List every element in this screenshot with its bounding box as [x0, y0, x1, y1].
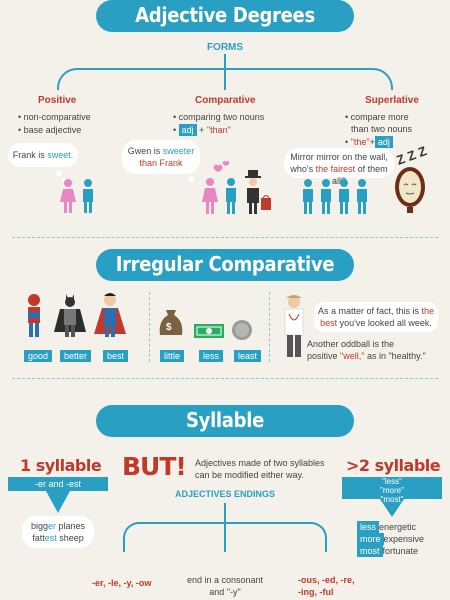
boy-figure-icon	[226, 178, 236, 214]
divider-2	[12, 378, 438, 379]
section-title-irregular-comparative: Irregular Comparative	[96, 249, 354, 281]
magic-mirror-icon	[395, 167, 425, 213]
endings-mid-drop	[224, 522, 226, 552]
label-less: less	[199, 350, 224, 362]
superlative-head: Superlative	[365, 95, 419, 106]
divider-1	[12, 237, 438, 238]
adjectives-endings-label: ADJECTIVES ENDINGS	[174, 489, 276, 499]
positive-item-2: • base adjective	[18, 125, 82, 135]
ending-3: -ous, -ed, -re, -ing, -ful	[298, 575, 355, 597]
superman-icon	[94, 293, 126, 337]
one-syllable-head: 1 syllable	[20, 456, 102, 475]
superlative-item-1: • compare more	[345, 112, 409, 122]
section-title-adjective-degrees: Adjective Degrees	[96, 0, 354, 32]
positive-bubble-tail	[56, 170, 62, 176]
money-icons	[159, 310, 252, 340]
more-syllable-arrow	[342, 477, 442, 517]
superlative-item-2: • "the"+ adj	[345, 136, 393, 148]
label-good: good	[24, 350, 53, 362]
girl-figure-icon	[202, 178, 218, 214]
money-bag-icon	[159, 310, 183, 335]
positive-head: Positive	[38, 95, 77, 106]
divider-v-1	[149, 292, 150, 362]
positive-item-1: • non-comparative	[18, 112, 91, 122]
endings-stem	[224, 503, 226, 523]
forms-stem	[224, 54, 226, 70]
superlative-figures	[303, 179, 367, 214]
positive-bubble-tail-2	[62, 178, 66, 182]
label-little: little	[160, 350, 185, 362]
but-text: BUT!	[122, 452, 187, 481]
hearts-icon	[213, 161, 230, 172]
forms-mid-drop	[224, 68, 226, 90]
coin-icon	[232, 320, 252, 340]
comparative-item-1: • comparing two nouns	[173, 112, 265, 122]
less-more-most: "less" "more" "most"	[380, 477, 404, 504]
label-best: best	[103, 350, 129, 362]
comparative-head: Comparative	[195, 95, 256, 106]
ending-2: end in a consonant and "-y"	[186, 575, 264, 597]
batman-icon	[54, 294, 86, 337]
but-explanation: Adjectives made of two syllables can be …	[195, 458, 325, 480]
label-better: better	[60, 350, 92, 362]
doctor-speech-bubble: As a matter of fact, this is the best yo…	[314, 302, 438, 332]
divider-v-2	[269, 292, 270, 362]
comparative-bubble: Gwen is sweeter than Frank	[122, 140, 200, 174]
positive-bubble: Frank is sweet.	[8, 143, 78, 167]
superlative-item-1b: than two nouns	[351, 124, 413, 134]
forms-label: FORMS	[206, 42, 244, 53]
boy-figure-icon	[83, 179, 93, 213]
label-least: least	[234, 350, 262, 362]
section-title-syllable: Syllable	[96, 405, 354, 437]
girl-figure-icon	[60, 179, 76, 213]
doctor-figure-icon	[284, 295, 304, 357]
hero-figures	[28, 293, 126, 337]
er-est-label: -er and -est	[34, 479, 82, 489]
gift-bag-icon	[261, 195, 271, 210]
oddball-text: Another oddball is the positive "well," …	[307, 339, 426, 361]
comparative-item-2: • adj + "than"	[173, 124, 231, 136]
money-bag-symbol: $	[166, 322, 172, 333]
comparative-figures	[202, 161, 271, 214]
ending-1: -er, -le, -y, -ow	[92, 578, 152, 588]
one-syllable-arrow	[8, 477, 108, 513]
comparative-bubble-tail	[188, 176, 194, 182]
gentleman-figure-icon	[245, 170, 261, 214]
more-syllable-examples: less energetic more expensive most fortunat…	[357, 521, 424, 557]
more-syllable-head: >2 syllable	[346, 456, 441, 475]
banknote-icon	[194, 324, 224, 338]
one-syllable-examples: bigger planes fattest sheep	[22, 516, 94, 548]
superlative-bubble: Mirror mirror on the wall, who's the fai…	[284, 148, 394, 186]
spiderman-icon	[28, 294, 40, 337]
positive-figures	[60, 179, 93, 213]
